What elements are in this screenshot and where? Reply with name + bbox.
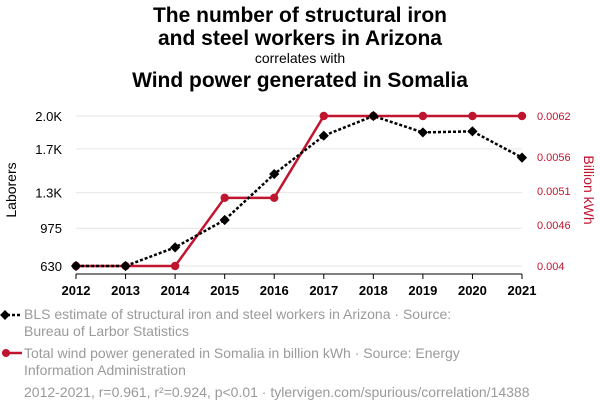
data-point-wind-power bbox=[220, 193, 229, 203]
data-point-laborers bbox=[120, 260, 131, 272]
x-tick-label: 2012 bbox=[62, 283, 91, 298]
right-tick-label: 0.0046 bbox=[537, 220, 571, 232]
legend-symbol-black bbox=[0, 310, 22, 320]
data-point-wind-power bbox=[170, 261, 180, 271]
right-tick-label: 0.0056 bbox=[537, 152, 571, 164]
chart-title: The number of structural iron and steel … bbox=[0, 4, 600, 50]
legend-label-black: BLS estimate of structural iron and stee… bbox=[24, 306, 494, 340]
left-y-axis: 630 975 1.3K 1.7K 2.0K bbox=[35, 109, 62, 274]
right-axis-label: Billion kWh bbox=[581, 155, 597, 224]
data-point-laborers bbox=[219, 214, 230, 226]
data-point-laborers bbox=[467, 126, 478, 137]
left-tick-label: 2.0K bbox=[35, 109, 62, 124]
chart-title-line-2: and steel workers in Arizona bbox=[158, 27, 442, 50]
x-tick-label: 2018 bbox=[359, 283, 388, 298]
x-tick-label: 2016 bbox=[260, 283, 289, 298]
data-point-wind-power bbox=[517, 111, 527, 121]
data-point-wind-power bbox=[468, 111, 477, 121]
left-tick-label: 630 bbox=[40, 259, 62, 274]
right-tick-label: 0.004 bbox=[537, 261, 565, 273]
series-line-laborers bbox=[76, 114, 523, 268]
x-tick-label: 2020 bbox=[458, 283, 487, 298]
legend-label-red: Total wind power generated in Somalia in… bbox=[24, 345, 494, 379]
footer-stats: 2012-2021, r=0.961, r²=0.924, p<0.01 · t… bbox=[24, 384, 530, 400]
series-line-wind-power bbox=[76, 114, 522, 268]
data-point-laborers bbox=[368, 110, 379, 122]
x-tick-label: 2021 bbox=[508, 283, 537, 298]
x-axis: 2012 2013 2014 2015 2016 2017 2018 2019 2020 2021 bbox=[62, 273, 537, 298]
left-tick-label: 975 bbox=[40, 221, 62, 236]
right-y-axis: 0.004 0.0046 0.0051 0.0056 0.0062 bbox=[537, 111, 571, 273]
grid-lines bbox=[76, 115, 522, 267]
data-point-laborers bbox=[516, 152, 528, 163]
x-tick-label: 2013 bbox=[111, 283, 140, 298]
data-point-wind-power bbox=[418, 111, 428, 121]
left-tick-label: 1.7K bbox=[35, 142, 62, 157]
x-tick-label: 2019 bbox=[408, 283, 437, 298]
data-point-laborers bbox=[170, 242, 181, 253]
legend-label-red-line-2: Information Administration bbox=[24, 362, 186, 378]
x-tick-label: 2014 bbox=[161, 283, 191, 298]
chart-subtitle: correlates with bbox=[254, 50, 346, 66]
left-axis-label: Laborers bbox=[3, 162, 19, 217]
data-point-wind-power bbox=[319, 111, 328, 121]
data-point-laborers bbox=[318, 130, 329, 141]
legend-symbol-red bbox=[2, 349, 22, 357]
right-tick-label: 0.0051 bbox=[537, 186, 571, 198]
legend-label-red-line-1: Total wind power generated in Somalia in… bbox=[24, 345, 460, 361]
data-point-laborers bbox=[269, 168, 280, 180]
series-group bbox=[70, 110, 528, 272]
left-tick-label: 1.3K bbox=[35, 186, 62, 201]
data-point-wind-power bbox=[270, 193, 279, 203]
legend-label-black-line-2: Bureau of Larbor Statistics bbox=[24, 323, 189, 339]
data-point-laborers bbox=[70, 260, 82, 272]
legend-label-black-line-1: BLS estimate of structural iron and stee… bbox=[24, 306, 452, 322]
x-tick-label: 2015 bbox=[210, 283, 239, 298]
right-tick-label: 0.0062 bbox=[537, 111, 571, 123]
data-point-laborers bbox=[417, 127, 428, 138]
chart-title-secondary: Wind power generated in Somalia bbox=[132, 69, 468, 92]
chart-title-line-1: The number of structural iron bbox=[152, 4, 448, 27]
x-tick-label: 2017 bbox=[309, 283, 338, 298]
